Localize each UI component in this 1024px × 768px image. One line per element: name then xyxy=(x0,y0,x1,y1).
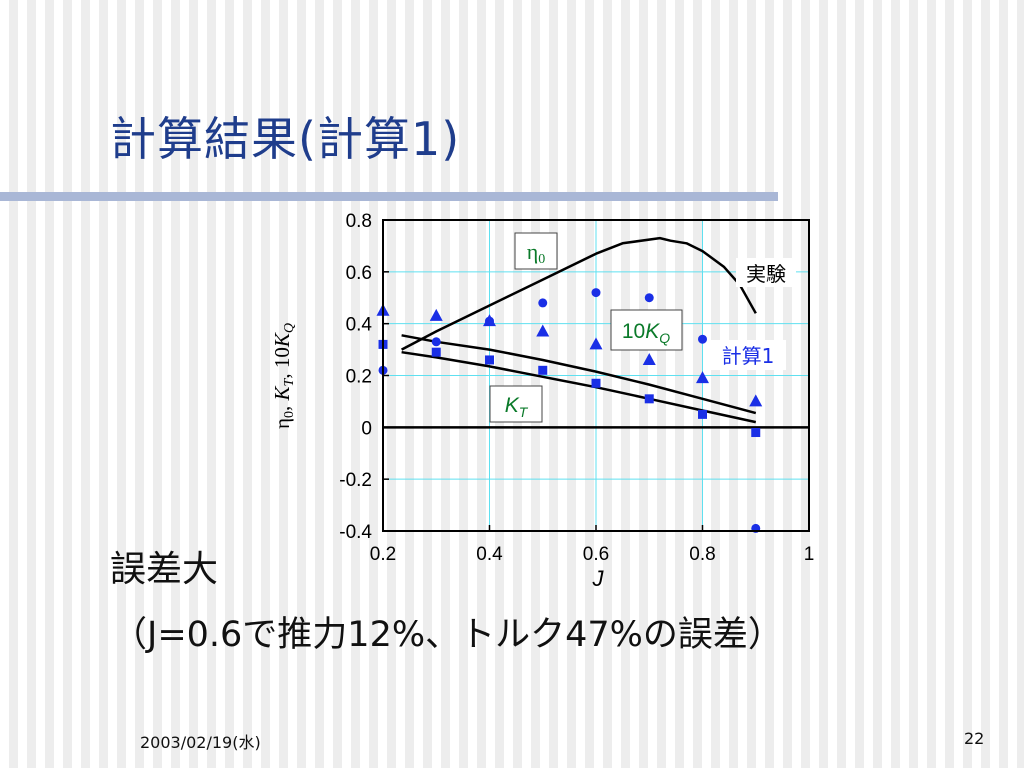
data-point-calc-kt xyxy=(485,355,494,365)
series-line-experiment-eta0 xyxy=(401,236,757,351)
page-number: 22 xyxy=(964,729,985,748)
label-10kq: 10KQ xyxy=(610,309,683,351)
series-line-experiment-KT xyxy=(401,350,757,424)
svg-text:計算1: 計算1 xyxy=(722,344,775,368)
svg-text:実験: 実験 xyxy=(746,262,786,286)
label-eta0: η0 xyxy=(514,232,558,270)
marker-layer xyxy=(376,288,763,533)
data-point-calc-kt xyxy=(591,378,601,388)
title-divider xyxy=(0,192,778,201)
data-point-calc-eta0 xyxy=(644,293,654,303)
body-text-error: 誤差大 xyxy=(110,549,219,590)
slide-title: 計算結果(計算1) xyxy=(110,112,461,166)
data-point-calc-10kq xyxy=(696,371,709,384)
grid-lines xyxy=(383,220,809,531)
data-point-calc-eta0 xyxy=(431,337,441,347)
data-point-calc-kt xyxy=(644,394,654,404)
series-layer xyxy=(401,236,757,424)
data-point-calc-eta0 xyxy=(591,288,601,298)
x-tick-label: 0.2 xyxy=(370,544,396,565)
data-point-calc-10kq xyxy=(536,324,550,337)
y-tick-label: 0.2 xyxy=(346,367,372,388)
data-point-calc-eta0 xyxy=(698,334,707,344)
data-point-calc-10kq xyxy=(483,314,496,327)
footer-date: 2003/02/19(水) xyxy=(140,733,261,752)
data-point-calc-eta0 xyxy=(538,298,548,308)
label-kt: KT xyxy=(489,385,543,423)
label-experiment: 実験 xyxy=(736,258,796,287)
x-tick-label: 0.6 xyxy=(583,544,609,565)
y-tick-label: 0.6 xyxy=(346,263,372,284)
tick-labels: 0.2 0.4 0.6 0.8 1 0.8 0.6 0.4 0.2 0 -0.2 -0.4 xyxy=(339,211,814,565)
y-tick-label: -0.4 xyxy=(339,522,372,543)
y-tick-label: 0.4 xyxy=(346,315,373,336)
data-point-calc-10kq xyxy=(589,337,603,350)
x-tick-label: 0.4 xyxy=(476,544,503,565)
x-tick-label: 0.8 xyxy=(689,544,715,565)
data-point-calc-kt xyxy=(431,347,441,357)
y-tick-label: 0.8 xyxy=(346,211,372,232)
x-axis-label: J xyxy=(592,566,605,591)
svg-text:KT: KT xyxy=(505,394,529,420)
x-tick-label: 1 xyxy=(804,544,815,565)
body-text-detail: （J=0.6で推力12%、トルク47%の誤差） xyxy=(112,615,783,655)
series-line-experiment-10KQ xyxy=(401,334,757,415)
data-point-calc-kt xyxy=(698,409,707,419)
label-calc1: 計算1 xyxy=(710,340,786,370)
y-tick-label: -0.2 xyxy=(339,470,372,491)
performance-chart: 0.2 0.4 0.6 0.8 1 0.8 0.6 0.4 0.2 0 -0.2 -0.4 J η0,… xyxy=(270,211,814,591)
data-point-calc-kt xyxy=(538,365,548,375)
data-point-calc-10kq xyxy=(429,308,443,321)
data-point-calc-10kq xyxy=(749,394,763,407)
y-tick-label: 0 xyxy=(361,418,372,439)
y-axis-label: η0, KT, 10KQ xyxy=(270,323,297,429)
data-point-calc-kt xyxy=(751,428,761,438)
data-point-calc-10kq xyxy=(642,352,656,365)
